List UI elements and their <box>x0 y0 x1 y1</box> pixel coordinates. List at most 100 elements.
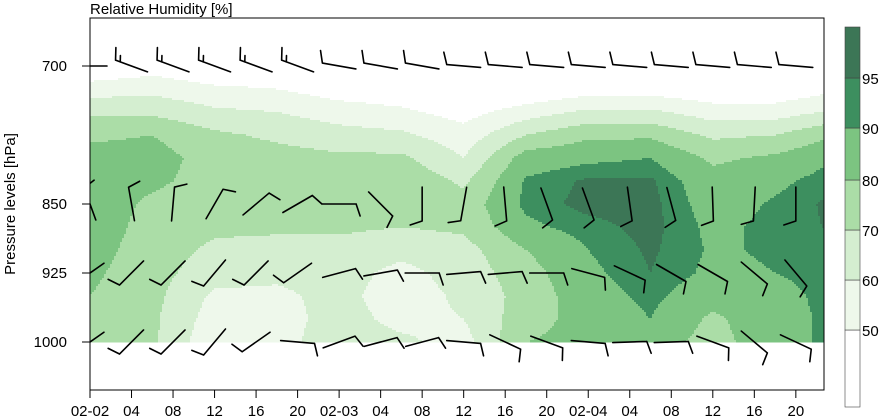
y-axis-label: Pressure levels [hPa] <box>2 133 19 275</box>
contour-band-cell <box>418 338 474 341</box>
contour-band-cell <box>478 170 504 173</box>
wind-barb-shape <box>148 260 186 286</box>
contour-band-cell <box>794 148 824 151</box>
contour-band-cell <box>306 324 384 327</box>
contour-band-cell <box>90 92 298 95</box>
contour-band-cell <box>446 294 504 297</box>
x-tick-label: 04 <box>123 403 140 418</box>
contour-band-cell <box>608 274 692 277</box>
wind-barb-shape <box>242 192 281 216</box>
contour-band-cell <box>90 256 114 259</box>
contour-band-cell <box>522 188 572 191</box>
wind-barb <box>322 335 364 349</box>
contour-band-cell <box>306 310 370 313</box>
contour-band-cell <box>684 184 790 187</box>
contour-band-cell <box>90 248 118 251</box>
contour-band-cell <box>548 100 698 103</box>
contour-band-cell <box>700 260 758 263</box>
wind-barb-shape <box>650 51 690 69</box>
wind-barb-shape <box>540 187 554 229</box>
contour-band-cell <box>662 242 702 245</box>
contour-band-cell <box>576 180 656 183</box>
wind-barb <box>404 336 447 349</box>
contour-band-cell <box>310 118 448 121</box>
contour-band-cell <box>500 230 562 233</box>
contour-band-cell <box>656 184 684 187</box>
contour-band-cell <box>166 184 458 187</box>
contour-band-cell <box>814 172 824 175</box>
contour-band-cell <box>90 118 168 121</box>
y-tick-label: 925 <box>42 265 67 282</box>
contour-band-cell <box>178 172 436 175</box>
contour-band-cell <box>688 338 734 341</box>
contour-band-cell <box>678 284 796 287</box>
contour-band-cell <box>440 288 502 291</box>
wind-barb <box>488 334 522 363</box>
contour-band-cell <box>172 278 372 281</box>
contour-band-cell <box>206 242 472 245</box>
contour-band-cell <box>90 208 134 211</box>
contour-band-cell <box>304 302 366 305</box>
contour-band-cell <box>540 264 600 267</box>
contour-band-cell <box>580 240 634 243</box>
contour-band-cell <box>512 160 622 163</box>
contour-band-cell <box>664 298 808 301</box>
contour-band-cell <box>492 190 522 193</box>
contour-band-cell <box>556 292 626 295</box>
contour-band-cell <box>788 150 824 153</box>
wind-barb-shape <box>581 187 595 229</box>
wind-barb <box>528 272 569 286</box>
contour-band-cell <box>90 138 126 141</box>
wind-barb-shape <box>447 186 468 224</box>
contour-band-cell <box>90 168 180 171</box>
colorbar-band <box>844 26 861 79</box>
wind-barb-shape <box>619 186 633 228</box>
contour-band-cell <box>90 308 162 311</box>
x-tick-label: 16 <box>497 403 514 418</box>
contour-band-cell <box>674 112 814 115</box>
contour-band-cell <box>90 94 310 97</box>
contour-band-cell <box>90 266 110 269</box>
contour-band-cell <box>202 302 304 305</box>
x-tick-label: 04 <box>372 403 389 418</box>
contour-band-cell <box>90 162 182 165</box>
contour-band-cell <box>554 290 624 293</box>
contour-band-cell <box>194 328 304 331</box>
contour-band-cell <box>270 140 434 143</box>
contour-band-cell <box>820 220 824 223</box>
wind-barb <box>170 183 188 222</box>
contour-band-cell <box>110 264 182 267</box>
contour-band-cell <box>204 300 304 303</box>
wind-barb-shape <box>664 186 677 229</box>
contour-band-cell <box>96 288 168 291</box>
contour-band-cell <box>90 146 168 149</box>
contour-band-cell <box>710 312 716 315</box>
contour-band-cell <box>190 336 302 339</box>
contour-band-cell <box>494 152 522 155</box>
contour-band-cell <box>640 248 660 251</box>
contour-band-cell <box>112 96 162 99</box>
contour-band-cell <box>664 216 694 219</box>
contour-band-cell <box>490 132 536 135</box>
contour-band-cell <box>134 208 486 211</box>
contour-band-cell <box>470 328 502 331</box>
wind-barb-shape <box>484 51 523 69</box>
contour-band-cell <box>570 190 658 193</box>
contour-band-cell <box>90 270 106 273</box>
contour-band-cell <box>160 328 194 331</box>
contour-band-cell <box>182 162 420 165</box>
contour-band-cell <box>100 282 170 285</box>
contour-band-cell <box>668 144 808 147</box>
contour-band-cell <box>384 128 500 131</box>
contour-band-cell <box>364 300 448 303</box>
contour-band-cell <box>90 100 184 103</box>
contour-band-cell <box>538 220 608 223</box>
contour-band-cell <box>704 118 778 121</box>
contour-band-cell <box>654 264 698 267</box>
contour-band-cell <box>130 216 490 219</box>
contour-band-cell <box>106 272 178 275</box>
contour-band-cell <box>530 252 590 255</box>
contour-band-cell <box>608 220 664 223</box>
contour-band-cell <box>658 162 710 165</box>
x-tick-label: 20 <box>787 403 804 418</box>
